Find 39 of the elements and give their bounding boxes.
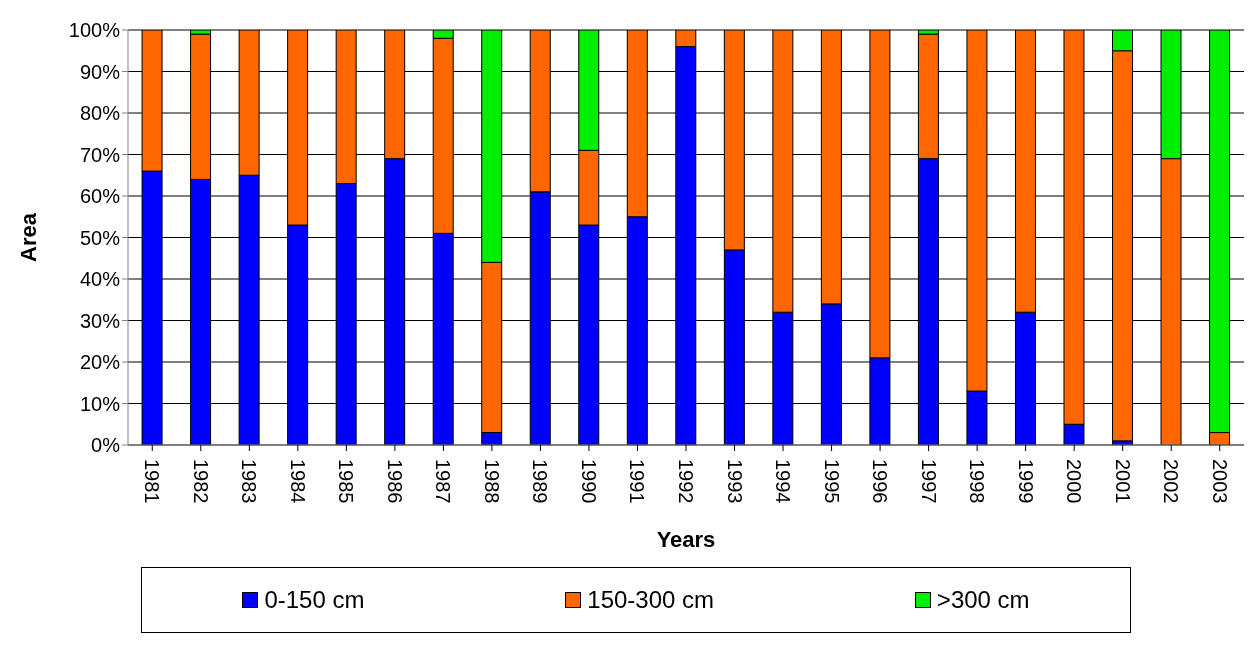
y-tick-label: 90% <box>79 60 121 83</box>
y-tick-label: 20% <box>79 351 121 374</box>
x-tick-label: 1997 <box>917 459 940 504</box>
x-tick-label: 1983 <box>238 459 261 504</box>
x-tick-label: 1989 <box>529 459 552 504</box>
x-tick-label: 1999 <box>1014 459 1037 504</box>
x-tick-label: 1986 <box>383 459 406 504</box>
x-tick-label: 1985 <box>335 459 358 504</box>
x-tick-label: 1994 <box>772 459 795 504</box>
x-tick-label: 1995 <box>820 459 843 504</box>
x-tick-label: 1992 <box>675 459 697 504</box>
x-axis-title: Years <box>656 527 716 552</box>
y-axis-title: Area <box>15 212 41 262</box>
x-tick-label: 1984 <box>286 459 309 504</box>
legend-label: 0-150 cm <box>263 586 365 614</box>
y-tick-label: 10% <box>79 392 121 415</box>
x-tick-label: 1998 <box>966 459 989 504</box>
y-tick-label: 0% <box>91 434 121 457</box>
x-tick-label: 1993 <box>723 459 746 504</box>
x-tick-label: 2001 <box>1111 459 1134 504</box>
y-tick-label: 100% <box>68 19 121 42</box>
legend-label: 150-300 cm <box>586 586 715 614</box>
y-tick-label: 50% <box>79 226 121 249</box>
x-tick-label: 1981 <box>141 459 164 504</box>
y-tick-label: 30% <box>79 309 121 332</box>
y-tick-label: 40% <box>79 268 121 291</box>
y-tick-label: 60% <box>79 185 121 208</box>
x-tick-label: 1990 <box>577 459 600 504</box>
x-tick-label: 1982 <box>189 459 212 504</box>
x-tick-label: 2000 <box>1063 459 1086 504</box>
y-tick-label: 80% <box>79 102 121 125</box>
x-tick-label: 1991 <box>626 459 649 504</box>
x-tick-label: 1987 <box>432 459 455 504</box>
x-tick-label: 2003 <box>1208 459 1231 504</box>
y-tick-label: 70% <box>79 143 121 166</box>
legend-label: >300 cm <box>935 586 1030 614</box>
x-tick-label: 1996 <box>869 459 892 504</box>
x-tick-label: 2002 <box>1160 459 1183 504</box>
x-tick-label: 1988 <box>480 459 503 504</box>
